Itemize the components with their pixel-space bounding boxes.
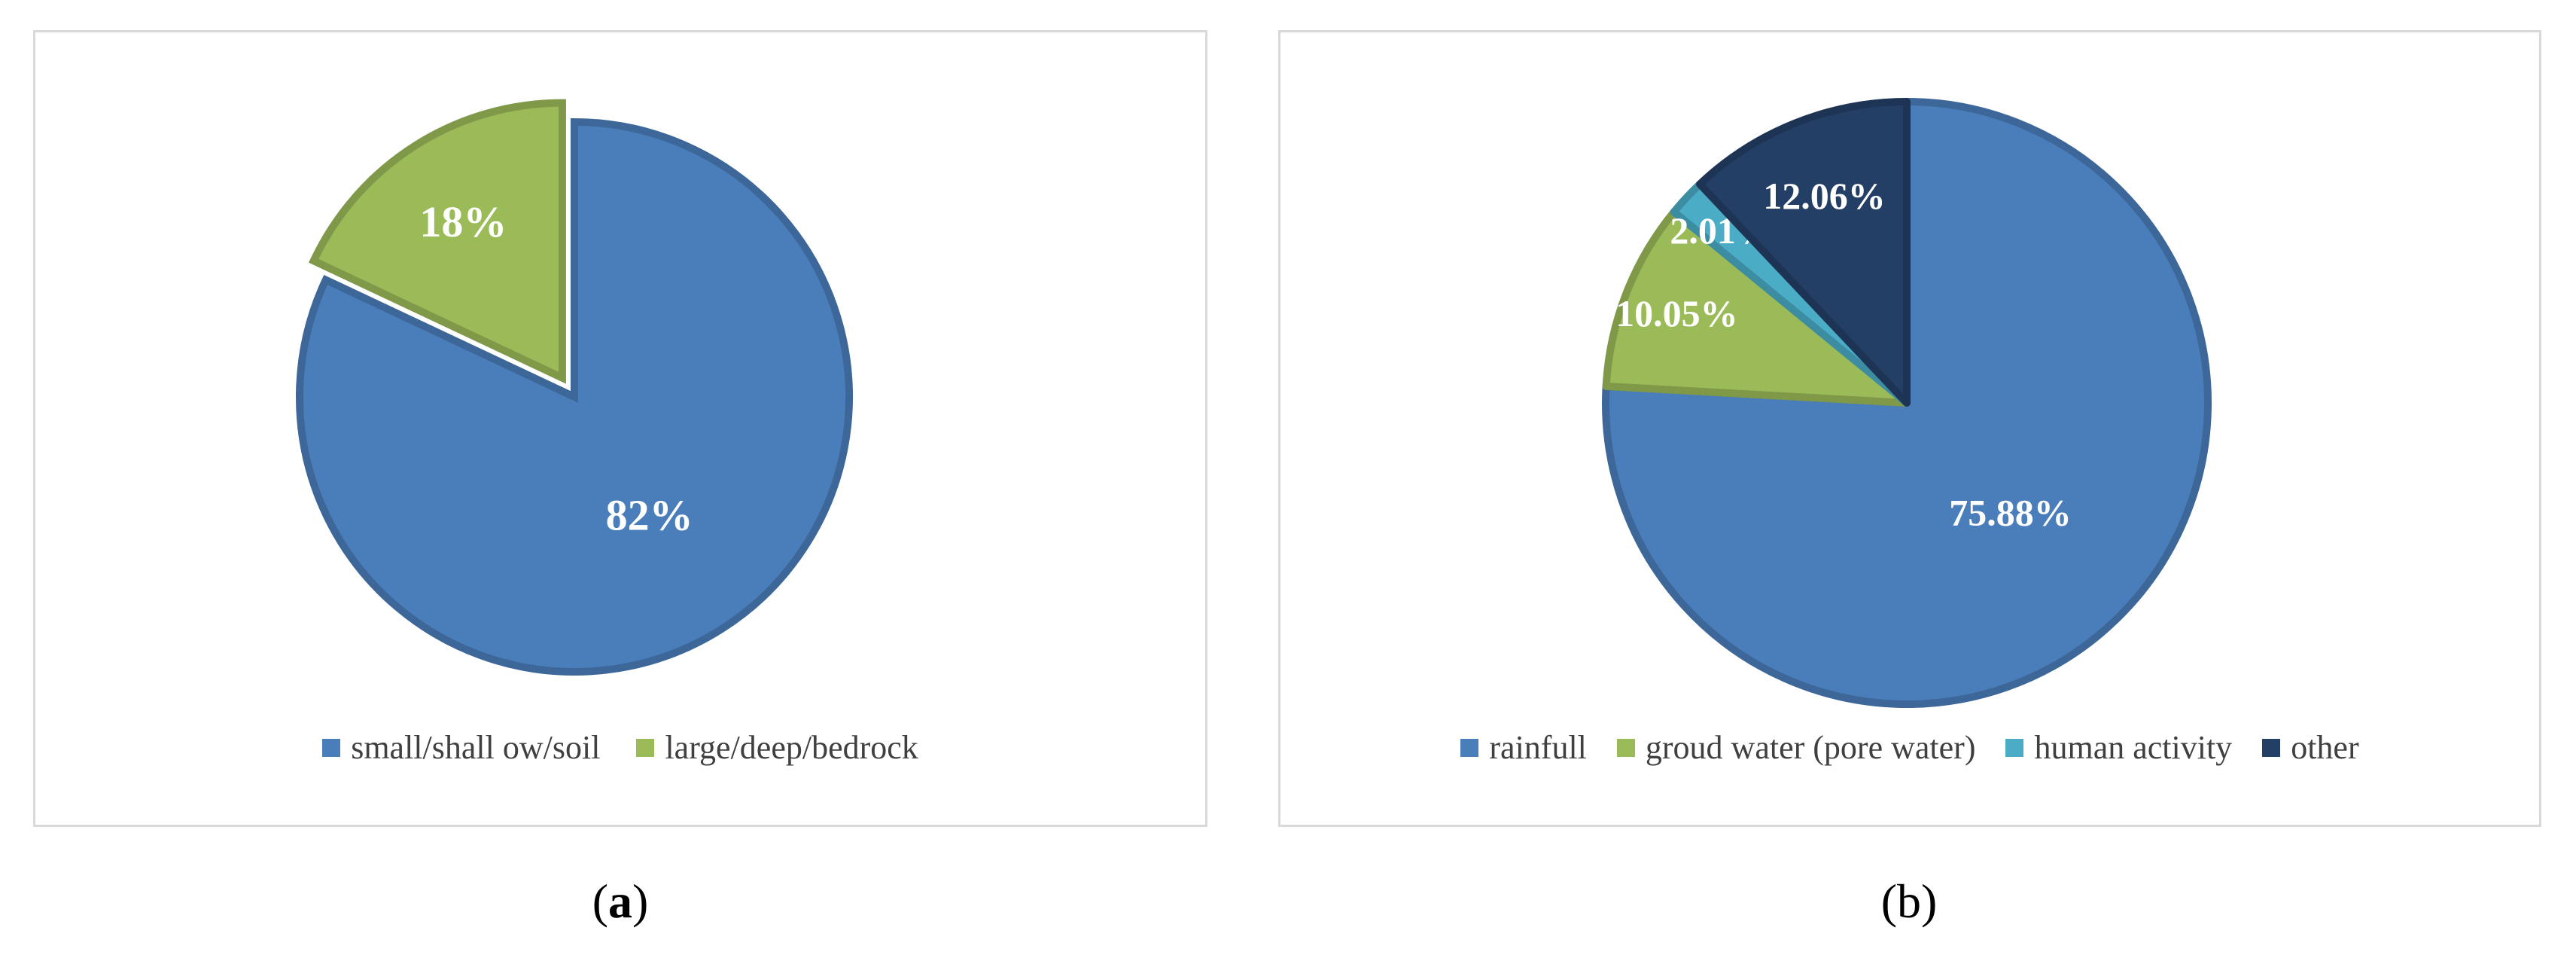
pie-slice-border-small-shall-ow-soil	[296, 117, 853, 676]
legend-swatch-other	[2262, 738, 2281, 757]
caption-a-letter: a	[608, 874, 632, 928]
legend-swatch-rainfull	[1460, 738, 1479, 757]
legend-swatch-small-shallow-soil	[322, 738, 341, 757]
pie-slice-border-large-deep-bedrock	[309, 99, 566, 384]
data-label-rainfull: 75.88%	[1949, 491, 2072, 533]
legend-label-rainfull: rainfull	[1489, 729, 1587, 766]
data-label-other: 12.06%	[1763, 175, 1886, 217]
data-label-small-shall-ow-soil: 82%	[606, 491, 693, 540]
legend-item-large-deep-bedrock: large/deep/bedrock	[636, 728, 918, 767]
legend-label-large-deep-bedrock: large/deep/bedrock	[665, 729, 918, 766]
legend-item-rainfull: rainfull	[1460, 728, 1587, 767]
pie-slice-other	[1696, 98, 1911, 407]
legend-label-human-activity: human activity	[2034, 729, 2233, 766]
data-label-large-deep-bedrock: 18%	[419, 197, 507, 246]
legend-a: small/shall ow/soil large/deep/bedrock	[35, 728, 1205, 767]
legend-item-groud-water: groud water (pore water)	[1616, 728, 1976, 767]
legend-b: rainfull groud water (pore water) human …	[1280, 728, 2539, 767]
caption-b: (b)	[1880, 874, 1938, 928]
legend-label-groud-water: groud water (pore water)	[1645, 729, 1976, 766]
legend-swatch-large-deep-bedrock	[636, 738, 655, 757]
chart-panel-b: 75.88% 10.05% 2.01% 12.06% rainfull groud w…	[1278, 30, 2541, 827]
legend-swatch-groud-water	[1616, 738, 1635, 757]
pie-chart-a: 82% 18%	[292, 95, 857, 679]
data-label-groud-water-pore-water: 10.05%	[1615, 292, 1738, 334]
caption-a: (a)	[592, 874, 649, 928]
legend-item-human-activity: human activity	[2005, 728, 2232, 767]
chart-panel-a: 82% 18% small/shall ow/soil large/deep/be…	[33, 30, 1207, 827]
pie-slice-large-deep-bedrock	[306, 95, 565, 380]
caption-b-letter: b	[1897, 874, 1921, 928]
legend-label-other: other	[2291, 729, 2359, 766]
legend-swatch-human-activity	[2005, 738, 2024, 757]
legend-label-small-shallow-soil: small/shall ow/soil	[351, 729, 601, 766]
legend-item-other: other	[2262, 728, 2359, 767]
pie-slice-groud-water-pore-water	[1602, 208, 1911, 407]
legend-item-small-shallow-soil: small/shall ow/soil	[322, 728, 600, 767]
pie-chart-b: 75.88%10.05%2.01%12.06%	[1602, 98, 2212, 708]
